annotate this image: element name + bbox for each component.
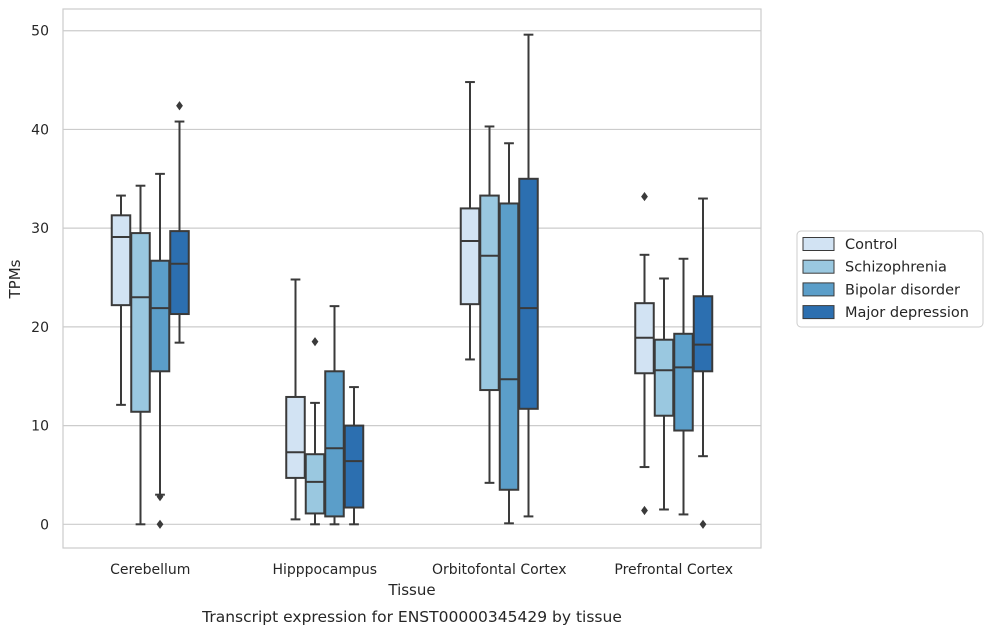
y-tick-label-50: 50 — [31, 24, 49, 40]
box-body — [673, 332, 694, 432]
box-body — [692, 295, 714, 373]
box-prefrontal-cortex-schizophrenia — [653, 277, 675, 511]
box-prefrontal-cortex-control — [634, 191, 655, 516]
x-tick-label-prefrontal-cortex: Prefrontal Cortex — [614, 562, 733, 578]
legend-item-control: Control — [802, 237, 897, 253]
box-body — [110, 214, 132, 307]
y-axis-ticks: 0 10 20 30 40 50 — [31, 24, 49, 534]
outlier-point — [176, 101, 183, 111]
legend: Control Schizophrenia Bipolar disorder Majo… — [796, 230, 984, 328]
legend-item-bipolar-disorder: Bipolar disorder — [802, 282, 960, 298]
box-body — [324, 370, 345, 518]
box-hipppocampus-control — [285, 278, 306, 521]
y-tick-label-0: 0 — [40, 517, 49, 533]
box-body — [653, 338, 675, 417]
legend-swatch — [802, 237, 835, 251]
box-orbitofontal-cortex-bipolar-disorder — [498, 142, 520, 525]
box-prefrontal-cortex-major-depression — [692, 197, 714, 529]
box-body — [518, 177, 539, 410]
box-groups — [110, 33, 714, 529]
x-axis-ticks: Cerebellum Hipppocampus Orbitofontal Corte… — [110, 562, 733, 578]
legend-label: Schizophrenia — [845, 260, 947, 276]
outlier-point — [641, 191, 648, 202]
y-tick-label-40: 40 — [31, 122, 49, 138]
box-body — [459, 207, 481, 306]
plot-frame — [62, 8, 762, 549]
outlier-point — [699, 519, 707, 529]
box-body — [130, 232, 151, 413]
x-tick-label-cerebellum: Cerebellum — [110, 562, 190, 578]
legend-label: Major depression — [845, 305, 969, 321]
legend-item-schizophrenia: Schizophrenia — [802, 259, 947, 276]
box-prefrontal-cortex-bipolar-disorder — [673, 257, 694, 516]
box-cerebellum-schizophrenia — [130, 184, 151, 526]
box-orbitofontal-cortex-major-depression — [518, 33, 539, 518]
outlier-point — [156, 519, 164, 529]
box-body — [304, 453, 326, 515]
x-tick-label-hipppocampus: Hipppocampus — [272, 562, 377, 578]
box-body — [479, 194, 500, 392]
box-cerebellum-bipolar-disorder — [149, 172, 171, 529]
legend-label: Bipolar disorder — [845, 282, 960, 298]
y-axis-label: TPMs — [6, 259, 24, 299]
chart-caption: Transcript expression for ENST0000034542… — [201, 608, 622, 626]
x-tick-label-orbitofontal-cortex: Orbitofontal Cortex — [432, 562, 567, 578]
box-body — [149, 259, 171, 373]
legend-swatch — [802, 282, 835, 297]
box-body — [343, 424, 365, 509]
box-body — [285, 395, 306, 479]
x-axis-label: Tissue — [387, 581, 435, 599]
box-cerebellum-major-depression — [169, 101, 190, 344]
outlier-point — [156, 492, 164, 502]
box-body — [169, 230, 190, 316]
box-cerebellum-control — [110, 194, 132, 406]
legend-swatch — [802, 259, 835, 274]
box-hipppocampus-major-depression — [343, 386, 365, 526]
legend-item-major-depression: Major depression — [802, 305, 969, 321]
outlier-point — [641, 505, 648, 516]
outlier-point — [311, 337, 319, 347]
legend-swatch — [802, 305, 835, 320]
legend-frame — [796, 230, 984, 328]
legend-label: Control — [845, 237, 897, 253]
box-body — [498, 202, 520, 491]
y-tick-label-10: 10 — [31, 419, 49, 435]
y-tick-label-30: 30 — [31, 221, 49, 237]
y-tick-label-20: 20 — [31, 320, 49, 336]
